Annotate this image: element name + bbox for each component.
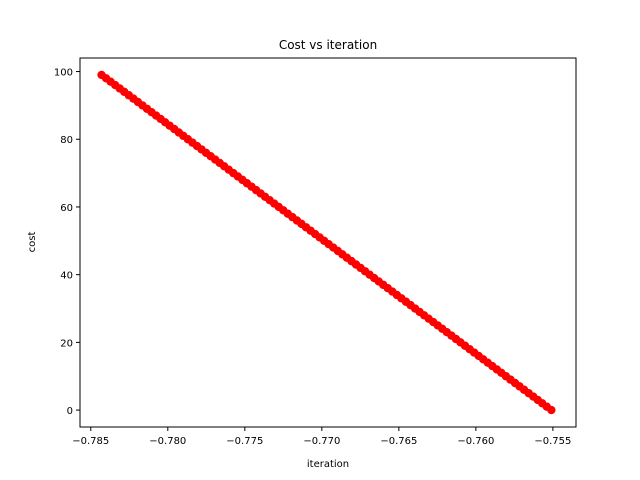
x-tick-label: −0.785 <box>72 436 109 447</box>
x-tick-label: −0.780 <box>149 436 186 447</box>
y-axis-label: cost <box>27 232 38 253</box>
x-axis-label: iteration <box>307 459 349 470</box>
plot-frame <box>79 57 577 428</box>
x-tick-label: −0.765 <box>380 436 417 447</box>
x-tick-label: −0.775 <box>226 436 263 447</box>
data-points <box>97 70 556 415</box>
x-tick-label: −0.755 <box>534 436 571 447</box>
y-tick-label: 60 <box>60 203 73 214</box>
y-tick-label: 40 <box>60 271 73 282</box>
x-tick-label: −0.760 <box>457 436 494 447</box>
chart-title: Cost vs iteration <box>279 38 377 52</box>
y-axis: 0 20 40 60 80 100 <box>54 68 80 417</box>
x-axis: −0.785 −0.780 −0.775 −0.770 −0.765 −0.760 −0.7… <box>72 427 571 447</box>
y-tick-label: 80 <box>60 135 73 146</box>
y-tick-label: 100 <box>54 68 73 79</box>
x-tick-label: −0.770 <box>303 436 340 447</box>
data-point <box>547 405 556 415</box>
y-tick-label: 20 <box>60 338 73 349</box>
y-tick-label: 0 <box>67 406 73 417</box>
